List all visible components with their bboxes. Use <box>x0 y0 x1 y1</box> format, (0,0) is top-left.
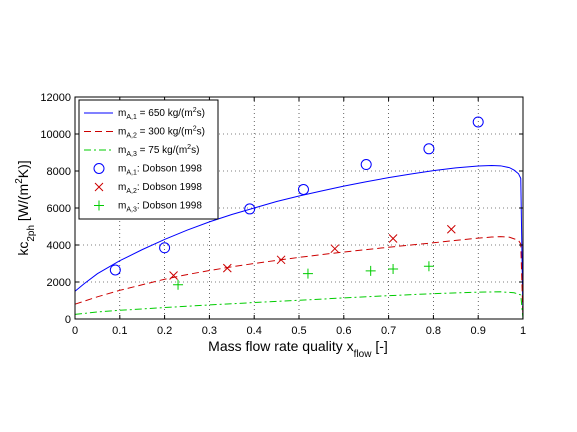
legend-marker-swatch <box>94 200 104 211</box>
data-point-series-5 <box>222 263 232 273</box>
y-tick-label: 10000 <box>40 129 71 141</box>
y-axis-label: kc2ph [W/(m2K)] <box>14 160 37 255</box>
series-line-1 <box>74 164 524 320</box>
y-tick-label: 2000 <box>47 277 71 289</box>
y-tick-label: 8000 <box>47 166 71 178</box>
data-point-series-4 <box>109 264 121 276</box>
data-point-series-6 <box>423 261 434 272</box>
x-tick-label: 0.5 <box>291 325 306 337</box>
legend-entry-1: mA,1 = 650 kg/(m2s) <box>84 107 205 121</box>
x-tick-label: 0.1 <box>112 325 127 337</box>
legend-marker-swatch <box>93 163 105 174</box>
data-point-series-4 <box>472 116 484 128</box>
x-tick-label: 0.9 <box>471 325 486 337</box>
legend-entry-5: mA,2: Dobson 1998 <box>94 182 202 195</box>
x-tick-label: 0.4 <box>247 325 262 337</box>
data-point-series-6 <box>173 279 184 290</box>
legend: mA,1 = 650 kg/(m2s) mA,2 = 300 kg/(m2s) mA… <box>78 99 219 220</box>
x-tick-label: 0.8 <box>426 325 441 337</box>
data-point-series-4 <box>297 184 309 195</box>
data-point-series-4 <box>244 203 256 215</box>
legend-entry-3: mA,3 = 75 kg/(m2s) <box>84 144 199 158</box>
data-point-series-6 <box>302 268 313 279</box>
x-tick-label: 0.3 <box>202 325 217 337</box>
data-point-series-5 <box>388 234 398 243</box>
data-point-series-5 <box>330 244 340 254</box>
data-point-series-6 <box>365 265 376 276</box>
legend-entry-4: mA,1: Dobson 1998 <box>93 163 202 177</box>
x-tick-label: 0.2 <box>157 325 172 337</box>
legend-label: mA,3: Dobson 1998 <box>118 201 202 214</box>
legend-label: mA,2 = 300 kg/(m2s) <box>118 126 205 140</box>
data-point-series-6 <box>388 264 399 275</box>
legend-label: mA,1: Dobson 1998 <box>118 164 202 177</box>
series-layer <box>74 116 524 320</box>
legend-box <box>78 99 219 220</box>
data-point-series-5 <box>276 255 286 265</box>
y-tick-label: 0 <box>65 314 71 326</box>
data-point-series-5 <box>169 271 178 280</box>
x-tick-label: 0 <box>72 325 78 337</box>
legend-label: mA,3 = 75 kg/(m2s) <box>118 144 199 158</box>
x-tick-label: 0.6 <box>336 325 351 337</box>
data-point-series-4 <box>423 143 435 155</box>
y-tick-label: 12000 <box>40 92 71 104</box>
series-line-2 <box>74 236 524 320</box>
series-line-3 <box>74 291 524 320</box>
data-point-series-4 <box>159 242 171 254</box>
ticks: 0 0.1 0.2 0.3 0.4 0.5 0.6 0.7 0.8 0.9 1 0 2000 4000 60… <box>40 92 526 337</box>
legend-label: mA,1 = 650 kg/(m2s) <box>118 107 205 121</box>
x-axis-label: Mass flow rate quality xflow [-] <box>208 338 388 360</box>
x-tick-label: 1 <box>520 325 526 337</box>
legend-entry-2: mA,2 = 300 kg/(m2s) <box>84 126 205 140</box>
legend-entry-6: mA,3: Dobson 1998 <box>94 200 202 214</box>
y-tick-label: 4000 <box>47 240 71 252</box>
y-tick-label: 6000 <box>47 203 71 215</box>
legend-label: mA,2: Dobson 1998 <box>118 182 202 195</box>
data-point-series-4 <box>360 159 372 171</box>
legend-marker-swatch <box>94 182 104 192</box>
data-point-series-5 <box>446 224 456 234</box>
x-tick-label: 0.7 <box>381 325 396 337</box>
